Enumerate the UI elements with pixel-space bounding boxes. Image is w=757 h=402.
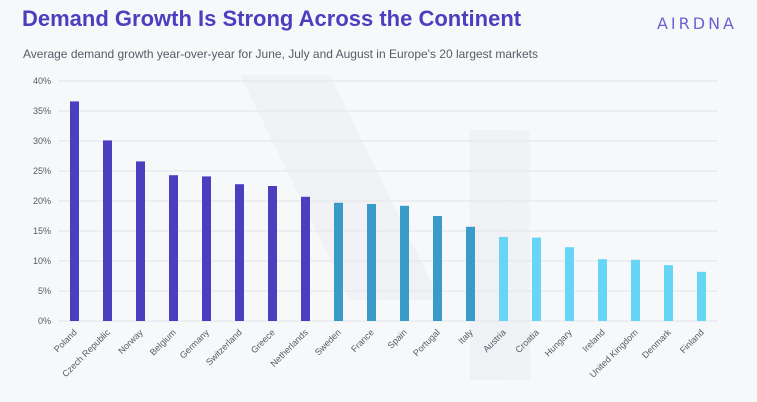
x-tick-label: Norway [116,327,145,356]
bar-denmark [664,265,673,321]
page-subtitle: Average demand growth year-over-year for… [23,47,539,61]
bar-italy [466,226,475,321]
bar-greece [268,186,277,321]
y-tick-label: 10% [33,256,51,266]
y-tick-label: 20% [33,196,51,206]
y-tick-label: 0% [38,316,51,326]
bar-france [367,204,376,321]
bar-austria [499,237,508,321]
x-tick-label: Finland [678,327,706,355]
bar-hungary [565,247,574,321]
x-tick-label: France [349,327,376,354]
bar-croatia [532,237,541,321]
x-tick-label: Poland [52,327,79,354]
y-tick-label: 25% [33,166,51,176]
page-title: Demand Growth Is Strong Across the Conti… [22,6,522,31]
x-tick-label: Spain [386,327,409,350]
bar-czech-republic [103,140,112,321]
x-tick-label: Sweden [313,327,343,357]
airdna-logo: AIRDNA [656,14,737,33]
bar-belgium [169,175,178,321]
x-tick-label: Denmark [640,327,673,360]
bar-germany [202,176,211,321]
x-tick-label: Belgium [148,327,178,357]
y-tick-label: 40% [33,76,51,86]
x-tick-label: Greece [249,327,277,355]
grid-lines [58,80,718,322]
bar-united-kingdom [631,259,640,321]
x-tick-label: Portugal [411,327,442,358]
y-tick-label: 35% [33,106,51,116]
bar-portugal [433,216,442,321]
bar-spain [400,205,409,321]
x-tick-label: Hungary [543,327,574,358]
x-tick-label: Switzerland [204,327,244,367]
y-tick-label: 5% [38,286,51,296]
bar-switzerland [235,184,244,321]
y-tick-label: 30% [33,136,51,146]
bar-finland [697,271,706,321]
bar-sweden [334,202,343,321]
bar-ireland [598,259,607,321]
background-watermark [240,75,530,380]
y-axis: 0% 5% 10% 15% 20% 25% 30% 35% 40% [33,76,51,326]
bar-netherlands [301,196,310,321]
bars [70,101,706,322]
x-tick-label: Germany [178,327,212,361]
bar-norway [136,161,145,321]
bar-poland [70,101,79,322]
x-tick-label: Ireland [580,327,607,354]
y-tick-label: 15% [33,226,51,236]
